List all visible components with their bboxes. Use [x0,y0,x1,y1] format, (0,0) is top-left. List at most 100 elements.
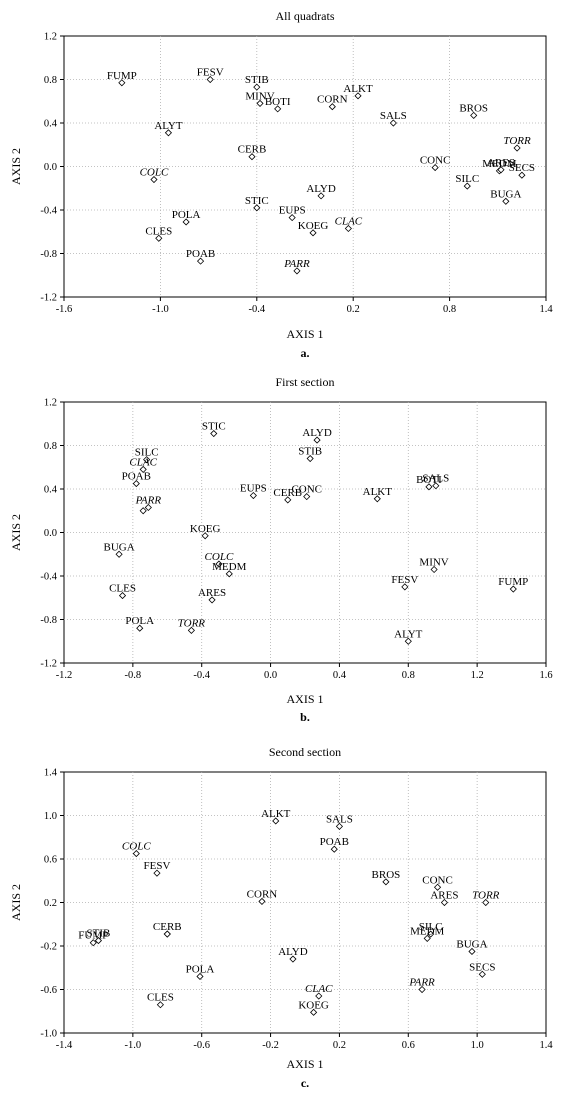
chart-panel-b: First section -1.2 -0.8 -0.4 0.0 0.4 0.8 1.2 1.6… [9,375,553,724]
point-label: ARES [430,890,458,902]
point-marker [272,817,280,825]
x-tick-label: 0.2 [333,1040,346,1051]
point-marker [210,429,218,438]
point-label: CONC [422,874,453,886]
y-tick-label: -1.2 [40,659,57,670]
point-marker [253,204,261,212]
point-label: ALYT [154,120,183,132]
point-label: SILC [455,173,479,185]
point-label: CORN [247,888,278,900]
point-label: CLAC [305,983,333,995]
data-point: BOTI [265,96,291,113]
y-tick-label: 0.0 [44,162,57,173]
point-label: CERB [238,144,267,156]
point-label: ALKT [343,83,373,95]
point-marker [310,1008,318,1016]
point-label: BOTI [265,96,291,108]
point-label: FUMP [78,930,108,942]
x-tick-label: -0.4 [193,670,210,681]
point-marker [289,955,297,963]
y-tick-label: 0.4 [44,485,58,496]
point-label: POLA [186,963,215,975]
y-tick-label: 0.6 [44,855,57,866]
y-tick-label: -0.8 [40,615,57,626]
x-tick-label: -0.4 [248,304,265,315]
point-marker [256,99,264,107]
point-marker [373,495,381,503]
data-point: CLES [145,225,172,242]
point-label: BUGA [490,188,521,200]
point-marker [423,934,431,942]
data-point: ALYT [394,628,423,645]
point-label: CLES [109,583,136,595]
data-point: SALS [422,473,449,490]
point-label: EUPS [240,483,267,495]
chart-title: All quadrats [276,9,335,23]
point-label: ALYD [306,183,336,195]
data-point: CLAC [129,456,158,473]
point-label: ALKT [363,486,393,498]
data-point: SILC [455,173,479,190]
point-label: SALS [422,473,449,485]
data-point: COLC [205,551,234,568]
x-tick-label: 0.6 [402,1040,415,1051]
point-marker [335,822,343,830]
data-point: ALYD [278,946,308,963]
point-label: MEDM [410,925,444,937]
point-label: ARES [198,587,226,599]
x-tick-label: 1.4 [539,1040,553,1051]
data-point: SALS [380,110,407,127]
point-label: CERB [273,487,302,499]
point-label: SALS [326,813,353,825]
point-marker [309,229,317,237]
x-tick-label: -0.8 [125,670,142,681]
chart-panel-a: All quadrats -1.6 -1.0 -0.4 0.2 0.8 1.4 1.2 0.8 0… [9,9,553,360]
chart-title: Second section [269,745,341,759]
y-tick-label: 0.8 [44,75,57,86]
point-marker [206,75,214,84]
point-label: TORR [503,135,531,147]
data-point: CLAC [335,215,363,233]
point-label: ALYD [302,427,332,439]
point-label: COLC [205,551,234,563]
data-point: PARR [408,977,435,994]
data-point: CORN [247,888,278,905]
data-point: FESV [391,574,418,591]
data-point: STIB [245,74,269,91]
point-label: CLAC [335,215,363,227]
data-point: STIC [202,421,226,438]
point-marker [253,83,261,91]
point-label: POLA [125,615,154,627]
point-marker [502,197,510,205]
data-point: FUMP [107,70,137,87]
chart-title: First section [276,375,335,389]
point-label: PARR [408,977,435,989]
point-marker [330,845,338,853]
data-point: POLA [125,615,154,632]
y-tick-label: -0.6 [40,985,57,996]
point-marker [225,570,233,578]
point-marker [431,164,439,172]
data-point: PARR [283,258,310,275]
y-tick-label: -0.2 [40,942,57,953]
point-marker [139,507,147,515]
data-point: MEDM [212,561,247,578]
point-marker [215,560,223,568]
data-point: SECS [469,961,495,978]
data-point [163,930,171,938]
data-point: POAB [186,248,215,265]
y-tick-label: 1.2 [44,32,57,43]
data-point: ARES [198,587,226,604]
data-point: CERB [273,487,302,504]
point-marker [513,144,521,152]
point-marker [401,583,409,591]
data-point: BROS [372,869,400,886]
point-label: CLES [147,992,174,1004]
point-label: PARR [135,494,162,506]
point-marker [478,970,486,978]
point-label: FESV [391,574,418,586]
point-label: SILC [135,447,159,459]
point-marker [164,129,172,137]
data-point: EUPS [279,205,306,222]
